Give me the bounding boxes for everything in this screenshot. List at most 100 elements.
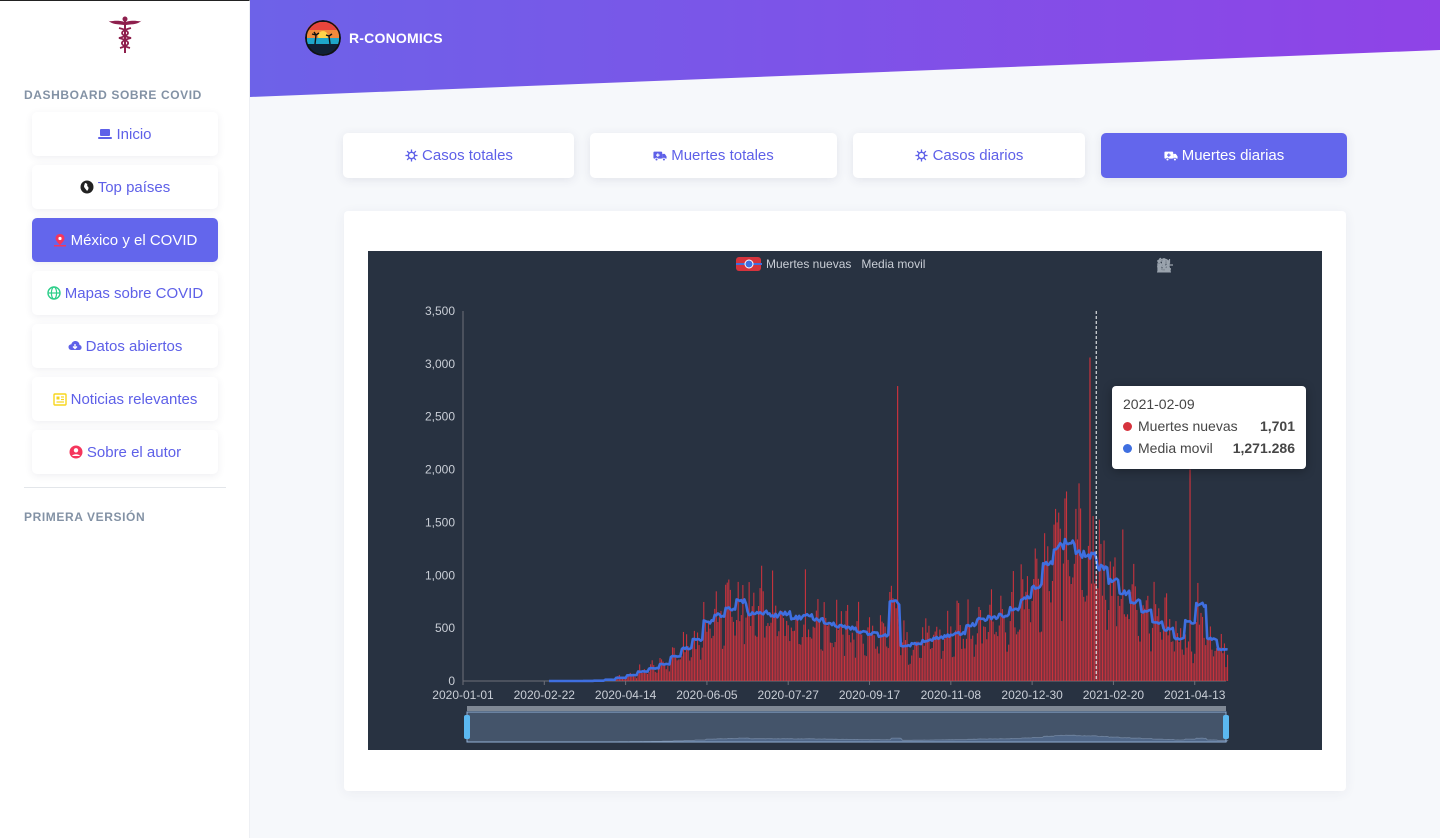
deaths-bar <box>750 625 752 681</box>
tab-muertes-totales[interactable]: Muertes totales <box>590 133 837 178</box>
zoom-reset-icon[interactable] <box>1157 257 1210 277</box>
deaths-bar <box>986 639 988 681</box>
deaths-bar <box>648 671 650 681</box>
deaths-bar <box>1122 529 1124 681</box>
chart-legend: Muertes nuevas Media movil <box>736 257 935 271</box>
tooltip-row-label: Media movil <box>1138 440 1213 456</box>
sidebar-item-inicio[interactable]: Inicio <box>32 112 218 156</box>
deaths-bar <box>701 647 703 681</box>
deaths-bar <box>768 626 770 681</box>
deaths-bar <box>970 638 972 681</box>
moving-average-line <box>549 537 1228 683</box>
sidebar-item-noticias[interactable]: Noticias relevantes <box>32 377 218 421</box>
deaths-bar <box>893 601 896 681</box>
deaths-bar <box>784 635 786 681</box>
deaths-bar <box>920 657 922 681</box>
deaths-bar <box>890 585 892 681</box>
deaths-bar <box>853 639 855 681</box>
deaths-bar <box>700 659 702 681</box>
deaths-bar <box>843 655 846 681</box>
deaths-bar <box>651 660 653 681</box>
caduceus-logo-icon[interactable] <box>106 15 144 55</box>
y-tick-label: 500 <box>435 621 455 635</box>
deaths-bar <box>764 637 766 681</box>
deaths-bar <box>1030 622 1032 681</box>
bar-chart-icon[interactable] <box>1157 257 1291 277</box>
deaths-bar <box>1031 601 1033 681</box>
sidebar-item-sobre-autor[interactable]: Sobre el autor <box>32 430 218 474</box>
deaths-bar <box>1061 621 1063 681</box>
deaths-bar <box>811 638 813 681</box>
deaths-bar <box>987 631 989 681</box>
deaths-bar <box>925 618 927 681</box>
tab-muertes-diarias[interactable]: Muertes diarias <box>1101 133 1347 178</box>
deaths-bar <box>1114 557 1116 681</box>
deaths-bar <box>992 621 994 681</box>
globe-africa-icon <box>80 180 94 194</box>
deaths-bar <box>969 626 971 681</box>
sidebar-item-mapas-covid[interactable]: Mapas sobre COVID <box>32 271 218 315</box>
deaths-bar <box>1211 649 1213 681</box>
deaths-bar <box>818 620 821 681</box>
deaths-bar <box>1001 609 1003 681</box>
y-tick-label: 1,000 <box>425 568 455 582</box>
deaths-bar <box>637 670 639 681</box>
tab-casos-diarios[interactable]: Casos diarios <box>853 133 1085 178</box>
x-tick-label: 2020-01-01 <box>432 688 494 702</box>
deaths-bar <box>911 655 913 681</box>
deaths-bar <box>919 657 921 681</box>
sidebar-divider <box>24 487 226 488</box>
deaths-bar <box>931 647 933 681</box>
deaths-bar <box>851 632 853 681</box>
deaths-bar <box>1025 591 1027 681</box>
legend-item-media-movil[interactable]: Media movil <box>736 257 925 271</box>
sidebar-item-top-paises[interactable]: Top países <box>32 165 218 209</box>
deaths-bar <box>886 646 888 681</box>
deaths-bar <box>1126 614 1129 681</box>
deaths-bar <box>1212 656 1215 681</box>
deaths-bar <box>1036 558 1038 681</box>
deaths-bar <box>1133 563 1135 681</box>
download-icon[interactable] <box>1157 257 1237 277</box>
deaths-bar <box>848 635 850 681</box>
y-tick-label: 2,000 <box>425 463 455 477</box>
deaths-bar <box>928 625 930 681</box>
deaths-bar <box>1205 645 1207 681</box>
deaths-bar <box>1075 508 1077 681</box>
deaths-bar <box>1187 641 1190 681</box>
deaths-bar <box>715 591 717 681</box>
deaths-bar <box>797 616 799 681</box>
x-tick-label: 2020-11-08 <box>921 688 982 702</box>
deaths-bar <box>995 631 997 681</box>
deaths-bar <box>748 582 750 681</box>
deaths-bar <box>650 664 652 681</box>
deaths-bar <box>659 657 661 681</box>
deaths-bar <box>1109 561 1111 681</box>
deaths-bar <box>1123 614 1125 681</box>
deaths-bar <box>1198 624 1200 681</box>
deaths-bar <box>629 672 631 681</box>
brand-name: R-CONOMICS <box>349 30 443 46</box>
deaths-bar <box>876 646 878 681</box>
sidebar-item-datos-abiertos[interactable]: Datos abiertos <box>32 324 218 368</box>
deaths-bar <box>1023 609 1025 681</box>
brand[interactable]: R-CONOMICS <box>305 20 443 56</box>
sidebar-item-label: México y el COVID <box>70 231 198 249</box>
deaths-bar <box>739 621 741 681</box>
deaths-bar <box>923 645 925 681</box>
deaths-bar <box>646 673 649 681</box>
deaths-bar <box>642 672 644 681</box>
deaths-bar <box>983 626 985 681</box>
tab-casos-totales[interactable]: Casos totales <box>343 133 574 178</box>
deaths-bar <box>829 642 831 681</box>
daily-deaths-chart[interactable]: 0 500 1,000 1,500 2,000 2,500 3,000 3,500 2020-0… <box>368 251 1322 750</box>
deaths-bar <box>979 610 982 681</box>
x-tick-label: 2020-12-30 <box>1001 688 1063 702</box>
tab-label: Casos diarios <box>932 147 1024 164</box>
restore-icon[interactable] <box>1157 257 1318 277</box>
line-chart-icon[interactable] <box>1157 257 1264 277</box>
deaths-bar <box>978 606 980 681</box>
sidebar-item-mexico-covid[interactable]: México y el COVID <box>32 218 218 262</box>
deaths-bar <box>628 674 630 681</box>
deaths-bar <box>776 636 778 681</box>
